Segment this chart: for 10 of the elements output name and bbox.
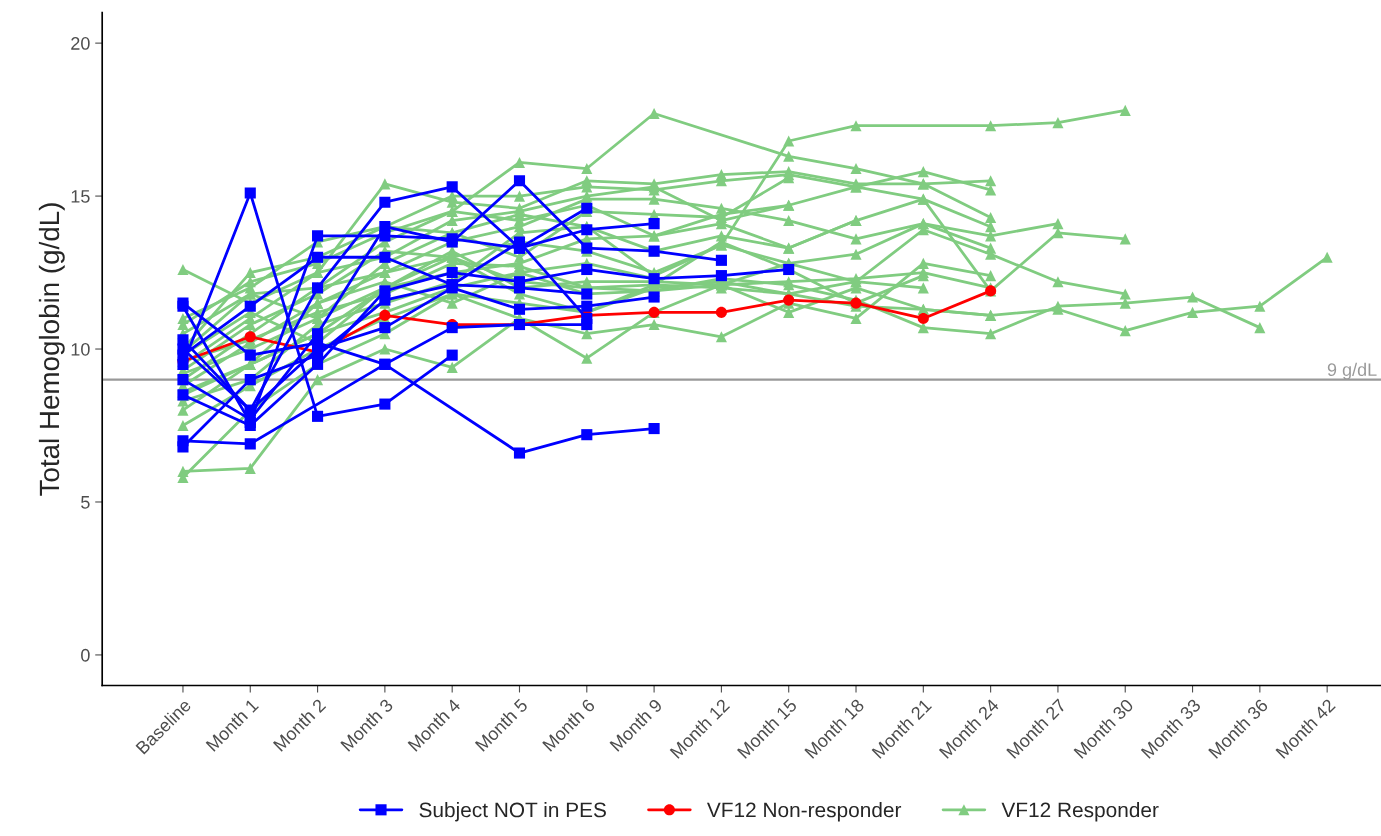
legend-label: VF12 Responder xyxy=(1001,802,1159,822)
y-tick-label: 10 xyxy=(71,342,90,356)
legend-label: Subject NOT in PES xyxy=(419,802,606,822)
y-tick-label: 0 xyxy=(81,648,90,662)
y-axis-title: Total Hemoglobin (g/dL) xyxy=(38,203,65,496)
legend-label: VF12 Non-responder xyxy=(706,802,902,822)
ref-line-label: 9 g/dL xyxy=(1327,362,1377,380)
y-tick-label: 15 xyxy=(71,190,90,203)
y-tick-label: 20 xyxy=(71,37,90,50)
y-tick-label: 5 xyxy=(81,496,90,509)
